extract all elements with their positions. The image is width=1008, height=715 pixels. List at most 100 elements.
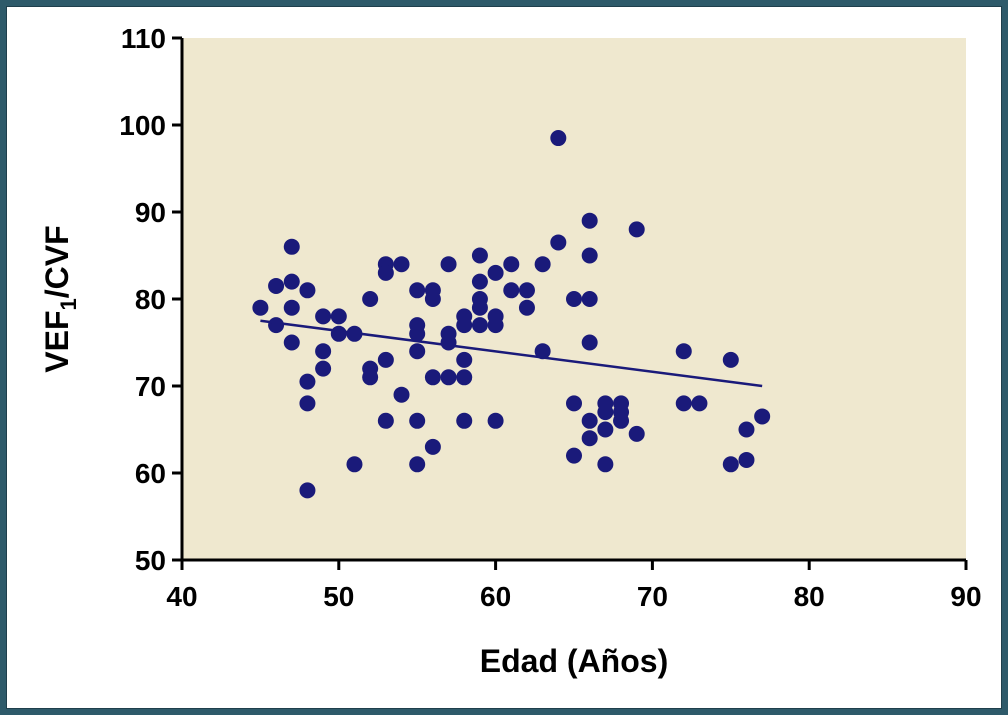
data-point (503, 282, 520, 299)
data-point (456, 317, 473, 334)
data-point (268, 317, 285, 334)
data-point (518, 282, 535, 299)
x-tick-label: 40 (166, 581, 197, 612)
x-tick-label: 60 (480, 581, 511, 612)
data-point (268, 277, 285, 294)
data-point (738, 451, 755, 468)
data-point (315, 308, 332, 325)
data-point (597, 421, 614, 438)
data-point (566, 395, 582, 412)
y-axis-title-main: VEF (39, 310, 75, 372)
data-point (393, 256, 410, 273)
data-point (330, 325, 347, 342)
data-point (471, 299, 488, 316)
data-point (440, 334, 457, 351)
data-point (471, 273, 488, 290)
y-tick-label: 70 (135, 371, 166, 402)
data-point (252, 299, 269, 316)
data-point (471, 317, 488, 334)
data-point (409, 412, 426, 429)
data-point (628, 221, 645, 238)
data-point (550, 130, 567, 147)
data-point (299, 282, 316, 299)
data-point (409, 282, 426, 299)
x-tick-label: 50 (323, 581, 354, 612)
data-point (566, 291, 582, 307)
data-point (377, 412, 394, 429)
data-point (613, 412, 630, 429)
data-point (581, 334, 598, 351)
data-point (362, 369, 379, 386)
data-point (315, 360, 332, 377)
data-point (581, 430, 598, 447)
data-point (487, 317, 504, 334)
data-point (393, 386, 410, 403)
data-point (283, 238, 300, 255)
data-point (503, 256, 520, 273)
data-point (597, 456, 614, 473)
data-point (675, 395, 692, 412)
data-point (377, 351, 394, 368)
data-point (566, 447, 582, 464)
data-point (409, 325, 426, 342)
data-point (581, 412, 598, 429)
data-point (534, 343, 551, 360)
data-point (424, 369, 441, 386)
data-point (346, 456, 363, 473)
trend-line (260, 319, 763, 388)
data-point (330, 308, 347, 325)
data-point (299, 395, 316, 412)
data-point (550, 234, 567, 251)
data-point (581, 291, 598, 307)
data-point (409, 343, 426, 360)
data-point (299, 482, 316, 499)
data-point (299, 373, 316, 390)
data-point (518, 299, 535, 316)
data-point (597, 404, 614, 421)
y-tick-label: 50 (135, 545, 166, 576)
data-point (754, 408, 771, 425)
data-point (675, 343, 692, 360)
y-tick-label: 90 (135, 197, 166, 228)
data-point (628, 425, 645, 442)
x-tick-label: 80 (794, 581, 825, 612)
data-point (377, 264, 394, 281)
data-point (283, 299, 300, 316)
data-point (283, 334, 300, 351)
data-point (456, 351, 473, 368)
y-tick-label: 60 (135, 458, 166, 489)
data-point (409, 456, 426, 473)
y-tick-label: 80 (135, 284, 166, 315)
data-point (283, 273, 300, 290)
x-tick-label: 90 (950, 581, 981, 612)
data-point (456, 369, 473, 386)
data-points (252, 130, 771, 499)
y-axis-title: VEF1/CVF (39, 225, 81, 372)
data-point (534, 256, 551, 273)
data-point (440, 256, 457, 273)
data-point (691, 395, 708, 412)
data-point (722, 351, 739, 368)
data-point (581, 212, 598, 229)
x-tick-label: 70 (637, 581, 668, 612)
data-point (471, 247, 488, 264)
y-axis-title-tail: /CVF (39, 225, 75, 298)
y-tick-label: 100 (119, 110, 166, 141)
data-point (722, 456, 739, 473)
y-axis-title-subscript: 1 (56, 298, 81, 310)
x-axis-ticks: 40 50 60 70 80 90 (166, 560, 982, 612)
data-point (440, 369, 457, 386)
data-point (487, 264, 504, 281)
data-point (315, 343, 332, 360)
data-point (424, 438, 441, 455)
x-axis-title: Edad (Años) (480, 643, 668, 679)
y-tick-label: 110 (121, 23, 166, 54)
data-point (738, 421, 755, 438)
data-point (456, 412, 473, 429)
data-point (487, 412, 504, 429)
data-point (581, 247, 598, 264)
data-point (362, 291, 379, 307)
data-point (424, 291, 441, 307)
y-axis-ticks: 50 60 70 80 90 100 110 (119, 23, 182, 576)
